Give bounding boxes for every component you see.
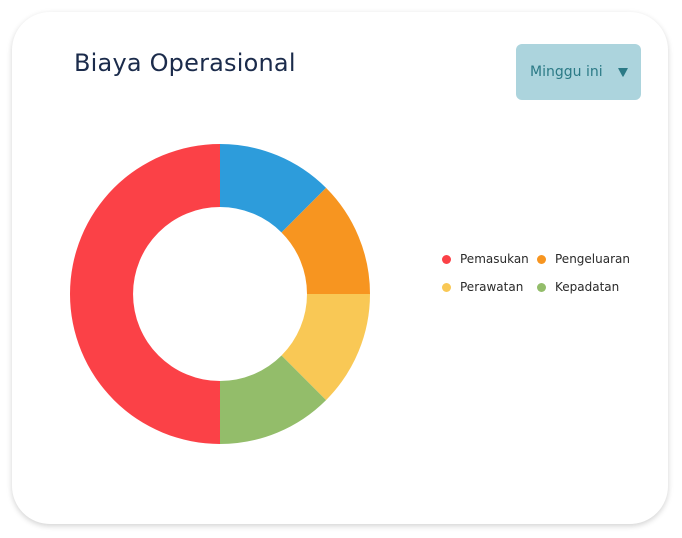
legend-item: Pemasukan [442,252,529,266]
legend-label: Pemasukan [460,252,529,266]
legend-label: Perawatan [460,280,524,294]
legend-item: Perawatan [442,280,523,294]
legend-dot [537,282,546,292]
legend-label: Pengeluaran [555,252,630,266]
donut-slice-3 [220,355,327,444]
legend-dot [442,254,451,264]
chevron-down-icon [618,68,628,77]
legend-dot [537,254,546,264]
donut-slice-4 [70,144,220,444]
donut-slice-0 [220,144,327,233]
legend-label: Kepadatan [555,280,620,294]
donut-slice-2 [281,294,370,401]
card-title: Biaya Operasional [74,49,296,77]
donut-slice-1 [281,187,370,294]
period-dropdown[interactable]: Minggu ini [516,44,641,100]
period-dropdown-label: Minggu ini [530,64,603,80]
legend-item: Kepadatan [537,280,619,294]
legend-item: Pengeluaran [537,252,630,266]
legend-dot [442,282,451,292]
